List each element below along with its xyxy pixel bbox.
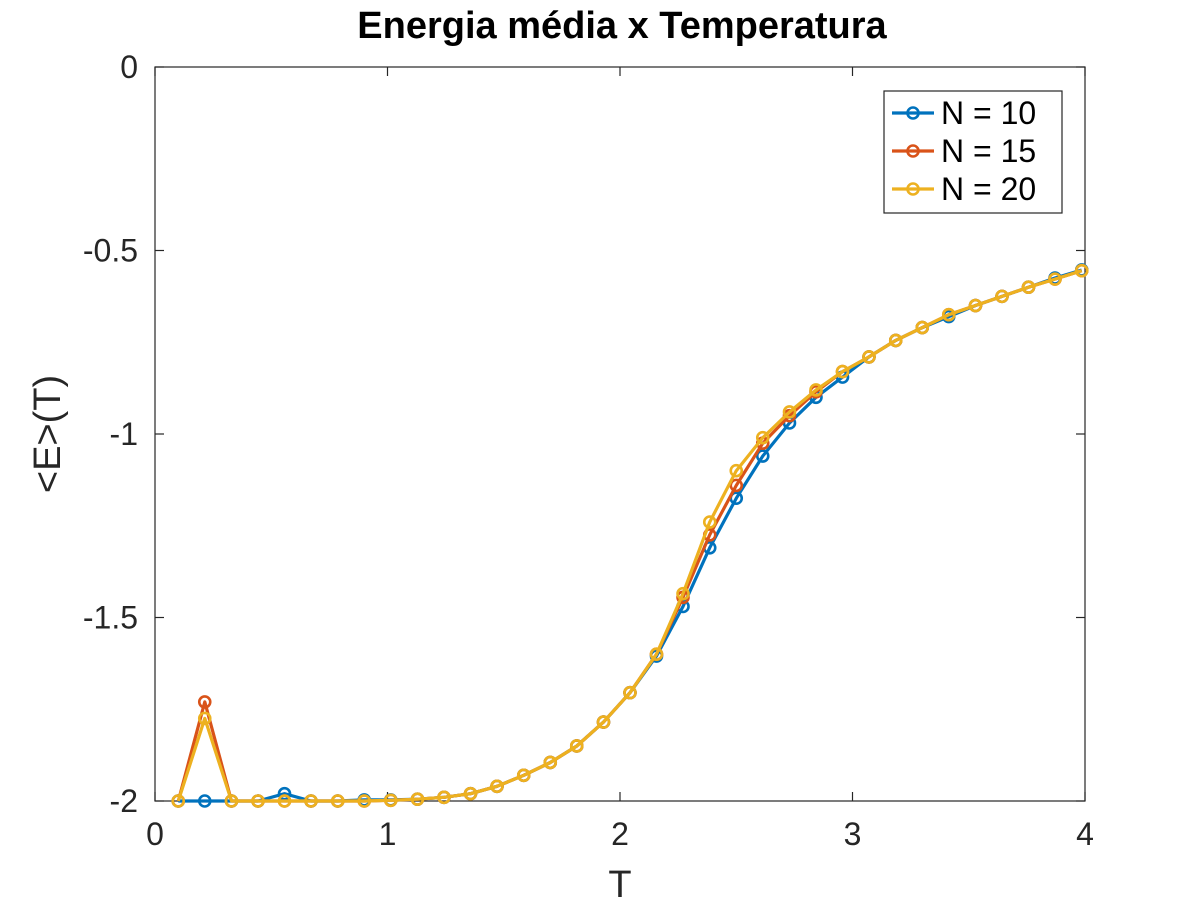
y-tick-label: -1.5 xyxy=(83,600,138,636)
data-point xyxy=(835,364,850,379)
data-point xyxy=(995,289,1009,304)
data-point xyxy=(782,405,797,419)
x-tick-label: 0 xyxy=(146,816,164,852)
data-point xyxy=(171,794,186,808)
data-point xyxy=(915,320,930,335)
axes: 0 1 2 3 4 -2 -1.5 -1 -0.5 0 xyxy=(83,49,1094,852)
data-point xyxy=(224,794,239,808)
data-point xyxy=(1074,263,1089,278)
data-point xyxy=(437,790,451,805)
data-point xyxy=(755,449,770,463)
data-point xyxy=(251,794,265,808)
x-tick-label: 1 xyxy=(379,816,397,852)
series-line xyxy=(176,269,1083,803)
data-point xyxy=(888,333,903,348)
legend-swatch-marker xyxy=(906,144,920,158)
data-point xyxy=(304,794,318,808)
legend-swatch-marker xyxy=(906,182,920,196)
x-tick-label: 2 xyxy=(611,816,629,852)
data-point xyxy=(543,755,558,770)
data-point xyxy=(862,350,876,364)
data-point xyxy=(702,515,717,529)
data-point xyxy=(676,586,690,601)
data-point xyxy=(410,792,425,806)
data-point xyxy=(729,478,744,493)
legend-label: N = 10 xyxy=(941,95,1036,131)
x-axis-label: T xyxy=(608,864,631,900)
series-layer xyxy=(171,263,1089,808)
data-point xyxy=(809,383,823,397)
series-3 xyxy=(171,263,1089,808)
data-point xyxy=(330,794,345,808)
data-point xyxy=(1021,280,1036,295)
data-point xyxy=(623,685,637,700)
data-point xyxy=(596,715,611,729)
x-tick-label: 4 xyxy=(1076,816,1094,852)
data-point xyxy=(755,430,770,445)
data-point xyxy=(729,463,744,478)
y-axis-label: <E>(T) xyxy=(27,375,69,493)
data-point xyxy=(463,786,478,801)
data-point xyxy=(277,786,292,801)
data-point xyxy=(197,695,212,709)
legend-swatch-marker xyxy=(906,106,920,120)
data-point xyxy=(357,794,372,808)
data-point xyxy=(941,307,956,322)
data-point xyxy=(277,794,292,808)
data-point xyxy=(569,739,584,753)
data-point xyxy=(1048,272,1062,286)
x-tick-label: 3 xyxy=(844,816,862,852)
legend-label: N = 15 xyxy=(941,133,1036,169)
y-tick-label: -1 xyxy=(110,416,138,452)
data-point xyxy=(383,793,398,808)
data-point xyxy=(197,711,212,726)
legend-label: N = 20 xyxy=(941,171,1036,207)
data-point xyxy=(649,647,664,662)
data-point xyxy=(516,768,531,783)
y-tick-label: 0 xyxy=(120,49,138,85)
data-point xyxy=(197,794,212,808)
chart-title: Energia média x Temperatura xyxy=(357,5,887,47)
y-tick-label: -2 xyxy=(110,783,138,819)
data-point xyxy=(490,779,504,794)
data-point xyxy=(968,298,983,313)
legend: N = 10N = 15N = 20 xyxy=(883,90,1063,214)
y-tick-label: -0.5 xyxy=(83,233,138,269)
